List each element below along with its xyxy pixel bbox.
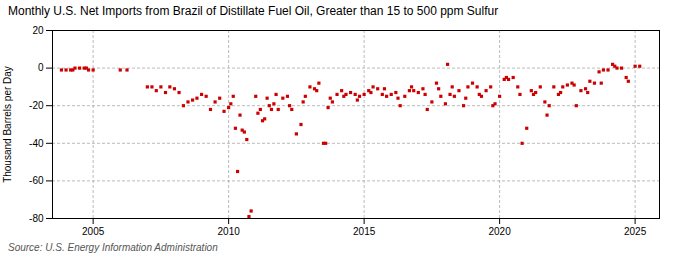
html-text:Monthly U.S. Net Imports from: Monthly U.S. Net Imports from Brazil of … xyxy=(8,4,499,18)
svg-text:2005: 2005 xyxy=(82,226,105,237)
svg-text:-80: -80 xyxy=(29,213,44,224)
svg-text:-40: -40 xyxy=(29,138,44,149)
svg-text:2025: 2025 xyxy=(624,226,647,237)
svg-text:2010: 2010 xyxy=(218,226,241,237)
svg-text:-20: -20 xyxy=(29,100,44,111)
svg-text:2020: 2020 xyxy=(488,226,511,237)
html-text:Source: U.S. Energy Informatio: Source: U.S. Energy Information Administ… xyxy=(8,242,218,253)
svg-text:-60: -60 xyxy=(29,175,44,186)
svg-text:0: 0 xyxy=(38,62,44,73)
svg-text:Thousand Barrels per Day: Thousand Barrels per Day xyxy=(2,66,13,183)
svg-text:2015: 2015 xyxy=(353,226,376,237)
svg-text:20: 20 xyxy=(32,25,44,36)
